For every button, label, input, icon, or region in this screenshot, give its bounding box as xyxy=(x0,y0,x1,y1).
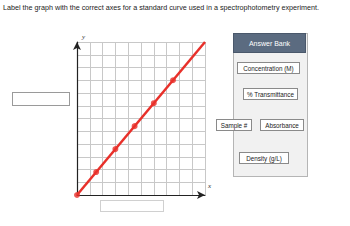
html-text:Concentration (M): Concentration (M) xyxy=(243,65,294,72)
svg-text:x: x xyxy=(207,182,212,190)
html-text:Answer Bank: Answer Bank xyxy=(248,40,291,47)
html-text:Label the graph with the corre: Label the graph with the correct axes fo… xyxy=(3,3,319,12)
html-text:Absorbance: Absorbance xyxy=(265,122,299,129)
svg-text:y: y xyxy=(81,33,86,41)
html-text:Density (g/L): Density (g/L) xyxy=(246,155,282,162)
html-text:Sample #: Sample # xyxy=(220,122,248,129)
html-text:% Transmittance: % Transmittance xyxy=(247,91,294,98)
